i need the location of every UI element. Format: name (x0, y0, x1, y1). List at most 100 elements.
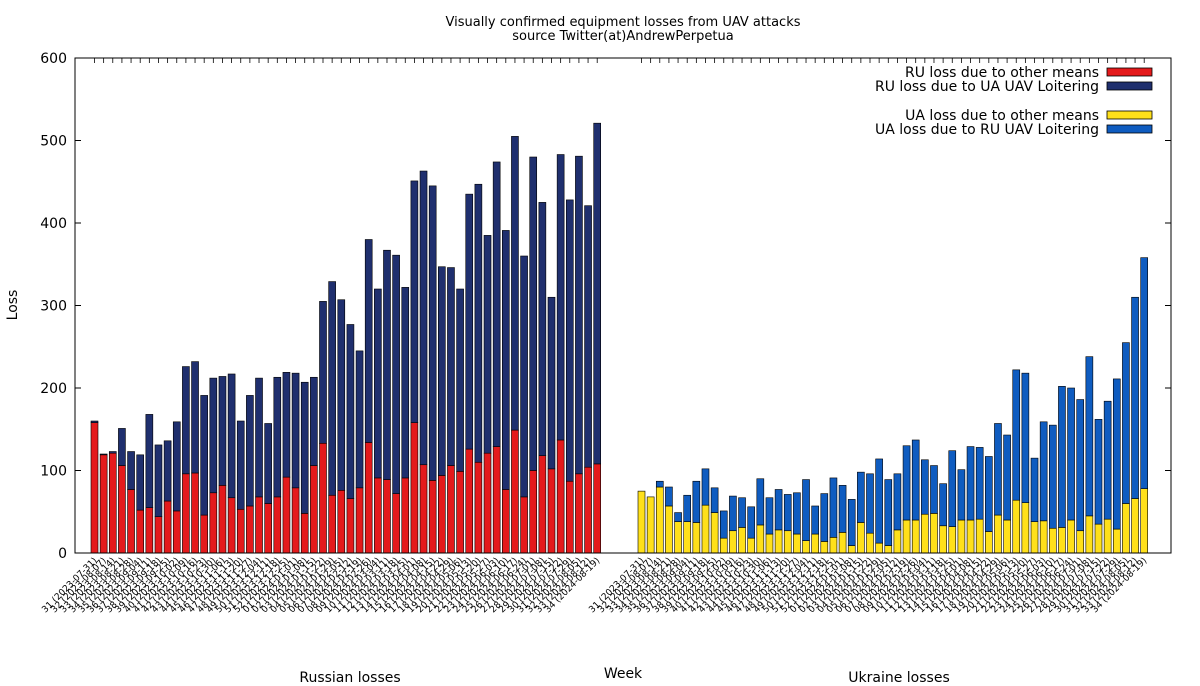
bar-segment (921, 459, 929, 515)
bar-segment (584, 205, 592, 468)
bar-segment (483, 452, 492, 554)
bar-segment (1085, 356, 1094, 517)
bar-segment (246, 505, 254, 554)
bar-segment (893, 473, 902, 531)
bar-segment (319, 442, 327, 554)
bar-segment (584, 466, 592, 554)
bar-segment (593, 463, 602, 554)
bar-segment (985, 456, 993, 532)
bar-segment (902, 445, 911, 521)
bar-segment (236, 508, 245, 554)
bar-segment (392, 254, 400, 494)
bar-segment (994, 423, 1002, 516)
y-tick-label: 100 (40, 464, 67, 480)
bar-segment (474, 183, 483, 463)
bar-segment (474, 461, 483, 554)
bar-segment (1122, 503, 1130, 554)
bar-segment (492, 161, 501, 447)
bar-segment (529, 156, 538, 471)
bar-segment (328, 494, 336, 554)
bar-segment (930, 465, 938, 514)
bar-segment (921, 513, 929, 554)
bar-segment (227, 373, 236, 499)
bar-segment (719, 510, 728, 539)
y-tick-label: 500 (40, 134, 67, 150)
bar-segment (1030, 457, 1039, 522)
bar-segment (774, 489, 783, 531)
bar-segment (227, 497, 236, 554)
bar-segment (410, 180, 419, 423)
bar-segment (829, 537, 838, 554)
bar-segment (565, 199, 574, 482)
bar-segment (264, 423, 272, 504)
bar-segment (692, 522, 701, 554)
bar-segment (291, 372, 300, 489)
bar-segment (729, 495, 737, 532)
bar-segment (556, 439, 565, 554)
bar-segment (392, 493, 400, 554)
bar-segment (200, 395, 208, 516)
bar-segment (511, 136, 519, 431)
bar-segment (282, 372, 291, 478)
bar-segment (665, 505, 673, 554)
bar-segment (191, 361, 199, 474)
bar-segment (182, 473, 190, 554)
bar-segment (547, 468, 556, 554)
bar-segment (674, 521, 682, 554)
bar-segment (975, 518, 984, 554)
bar-segment (1049, 424, 1057, 529)
bar-segment (364, 239, 373, 443)
bar-segment (866, 473, 874, 534)
bar-segment (1012, 499, 1021, 554)
bar-segment (765, 497, 774, 535)
bar-segment (701, 504, 710, 554)
bar-segment (127, 451, 135, 490)
bar-segment (200, 514, 208, 554)
bar-segment (866, 532, 874, 554)
bar-segment (1012, 369, 1021, 501)
bar-segment (401, 287, 410, 479)
bar-segment (565, 480, 574, 554)
bar-segment (172, 421, 181, 512)
bar-segment (428, 185, 437, 481)
bar-segment (1140, 488, 1148, 554)
bar-segment (209, 377, 218, 494)
legend-label: UA loss due to other means (905, 108, 1099, 124)
bar-segment (538, 455, 547, 554)
bar-segment (1140, 257, 1148, 489)
bar-segment (783, 530, 792, 554)
bar-segment (847, 545, 856, 554)
bar-segment (273, 496, 282, 554)
bar-segment (108, 451, 117, 454)
bar-segment (90, 422, 99, 554)
bar-segment (593, 122, 602, 465)
bar-segment (1076, 530, 1085, 554)
bar-segment (310, 465, 318, 554)
bar-segment (511, 429, 519, 554)
bar-segment (683, 494, 692, 522)
bar-segment (575, 473, 583, 554)
bar-segment (966, 446, 975, 521)
bar-segment (875, 542, 883, 554)
bar-segment (829, 477, 838, 538)
bar-segment (875, 458, 883, 544)
bar-segment (447, 465, 455, 554)
bar-segment (163, 440, 172, 502)
bar-segment (255, 377, 263, 498)
legend-label: RU loss due to UA UAV Loitering (875, 79, 1099, 95)
bar-segment (765, 533, 774, 554)
bar-segment (355, 487, 364, 554)
bar-segment (1112, 528, 1121, 554)
group-label-ukraine: Ukraine losses (848, 670, 949, 686)
bar-segment (163, 500, 172, 554)
y-tick-label: 0 (58, 546, 67, 562)
bar-segment (182, 366, 190, 475)
bar-segment (529, 470, 538, 554)
bar-segment (985, 531, 993, 554)
bar-segment (438, 266, 446, 476)
bar-segment (911, 439, 920, 521)
bar-segment (692, 480, 701, 523)
bar-segment (346, 324, 355, 499)
bar-segment (136, 454, 144, 511)
